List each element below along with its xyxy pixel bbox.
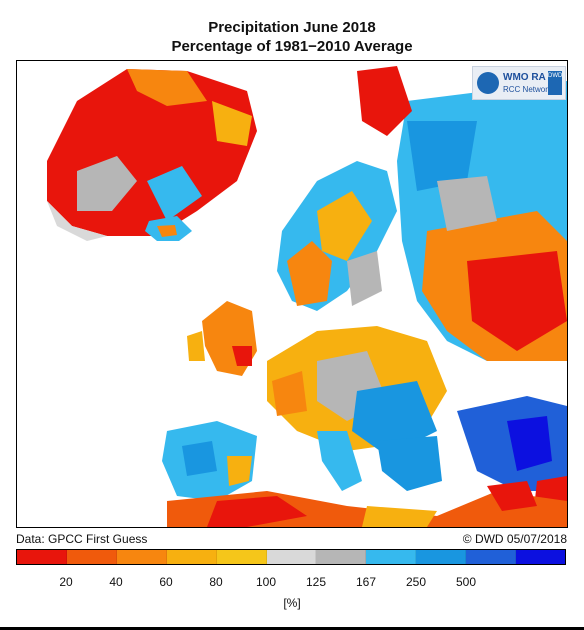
north-africa-region: [167, 481, 567, 527]
wmo-globe-icon: [477, 72, 499, 94]
eastern-europe-region: [357, 66, 567, 361]
legend-swatch: [166, 550, 217, 564]
central-europe-region: [267, 326, 447, 456]
legend-tick-label: 250: [405, 575, 427, 589]
legend-tick-label: 167: [355, 575, 377, 589]
legend-swatch: [17, 550, 67, 564]
legend-swatch: [116, 550, 167, 564]
legend-swatch: [216, 550, 267, 564]
legend-unit-label: [%]: [283, 596, 301, 610]
logo-wmo-text: WMO RA VI: [503, 72, 558, 83]
legend-tick-label: 80: [209, 575, 223, 589]
legend-swatch: [466, 550, 517, 564]
legend-tick-label: 60: [159, 575, 173, 589]
iberia-region: [162, 421, 257, 501]
legend-swatch: [516, 550, 565, 564]
legend-tick-label: 40: [109, 575, 123, 589]
mediterranean-region: [317, 396, 567, 527]
dwd-logo-icon: DWD: [548, 71, 562, 95]
map-title: Precipitation June 2018: [208, 19, 376, 36]
greenland-region: [47, 69, 257, 241]
legend-swatch: [366, 550, 417, 564]
legend-swatch: [266, 550, 317, 564]
bottom-divider: [0, 627, 584, 630]
wmo-ra-vi-logo: WMO RA VI RCC Network DWD: [472, 66, 566, 100]
legend-swatch: [416, 550, 467, 564]
legend-tick-label: 20: [59, 575, 73, 589]
precipitation-map: [16, 60, 568, 528]
british-isles-region: [187, 301, 257, 376]
legend-tick-label: 125: [305, 575, 327, 589]
legend-tick-label: 100: [255, 575, 277, 589]
iceland-region: [145, 216, 192, 241]
map-subtitle: Percentage of 1981−2010 Average: [171, 38, 413, 55]
data-source-credit: Data: GPCC First Guess: [16, 532, 148, 546]
legend-tick-label: 500: [455, 575, 477, 589]
legend-swatch: [316, 550, 367, 564]
scandinavia-region: [277, 161, 397, 311]
legend-swatch: [66, 550, 117, 564]
copyright-credit: © DWD 05/07/2018: [462, 532, 567, 546]
logo-rcc-text: RCC Network: [503, 85, 552, 94]
color-legend-bar: [16, 549, 566, 565]
